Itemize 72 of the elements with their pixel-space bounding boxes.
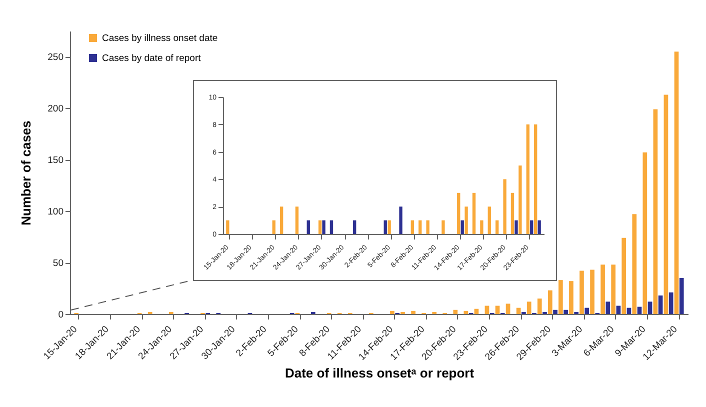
bar (384, 220, 387, 234)
bar (390, 310, 394, 314)
bar (632, 214, 637, 314)
legend-label: Cases by date of report (102, 53, 202, 64)
bar (600, 264, 605, 314)
y-tick-label: 50 (52, 258, 64, 270)
bar (496, 220, 499, 234)
bar (453, 310, 458, 314)
bar (553, 310, 558, 314)
bar (664, 94, 668, 314)
bar (457, 192, 460, 234)
y-tick-label: 100 (48, 206, 64, 218)
bar (518, 166, 522, 234)
bar (538, 220, 541, 234)
bar (590, 270, 594, 314)
bar (679, 278, 684, 314)
bar (442, 220, 445, 234)
bar (534, 124, 538, 234)
bar (658, 295, 663, 314)
bar (548, 290, 552, 314)
bar (418, 220, 422, 234)
bar (616, 306, 621, 314)
bar (272, 220, 276, 234)
bar (611, 264, 616, 314)
bar (584, 308, 590, 314)
bar (318, 220, 322, 234)
bar (526, 302, 532, 314)
bar (495, 306, 500, 314)
bar (530, 220, 534, 234)
bar (480, 220, 484, 234)
bar (537, 298, 542, 314)
bar (674, 52, 679, 314)
y-tick-label: 200 (48, 104, 64, 115)
bar (352, 220, 356, 234)
y-tick-label: 150 (48, 155, 64, 166)
bar (488, 206, 491, 234)
bar (642, 152, 648, 314)
bar (306, 220, 310, 234)
bar (668, 292, 674, 314)
bar (564, 310, 568, 314)
legend-label: Cases by illness onset date (102, 33, 218, 44)
bar (226, 220, 230, 234)
y-tick-label: 0 (58, 310, 64, 320)
bar (569, 281, 574, 314)
bar (484, 306, 490, 314)
bar (606, 302, 610, 314)
bar (411, 310, 416, 314)
bar (472, 192, 476, 234)
bar (410, 220, 414, 234)
bar (526, 124, 530, 234)
bar (426, 220, 430, 234)
bar (322, 220, 326, 234)
x-axis-title: Date of illness onsetᵃ or report (284, 366, 475, 381)
bar (464, 206, 468, 234)
bar (580, 270, 584, 314)
bar (558, 280, 563, 314)
y-tick-label: 250 (48, 52, 64, 64)
bar (506, 304, 510, 314)
y-axis-title: Number of cases (18, 120, 34, 226)
bar (295, 206, 299, 234)
bar (503, 179, 506, 234)
bar (388, 220, 391, 234)
bar (460, 220, 464, 234)
bar (637, 306, 642, 314)
bar (280, 206, 284, 234)
bar (514, 220, 518, 234)
bar (399, 206, 402, 234)
bar (330, 220, 334, 234)
bar (622, 238, 626, 314)
bar (648, 302, 652, 314)
bar (510, 192, 514, 234)
bar (653, 109, 658, 314)
